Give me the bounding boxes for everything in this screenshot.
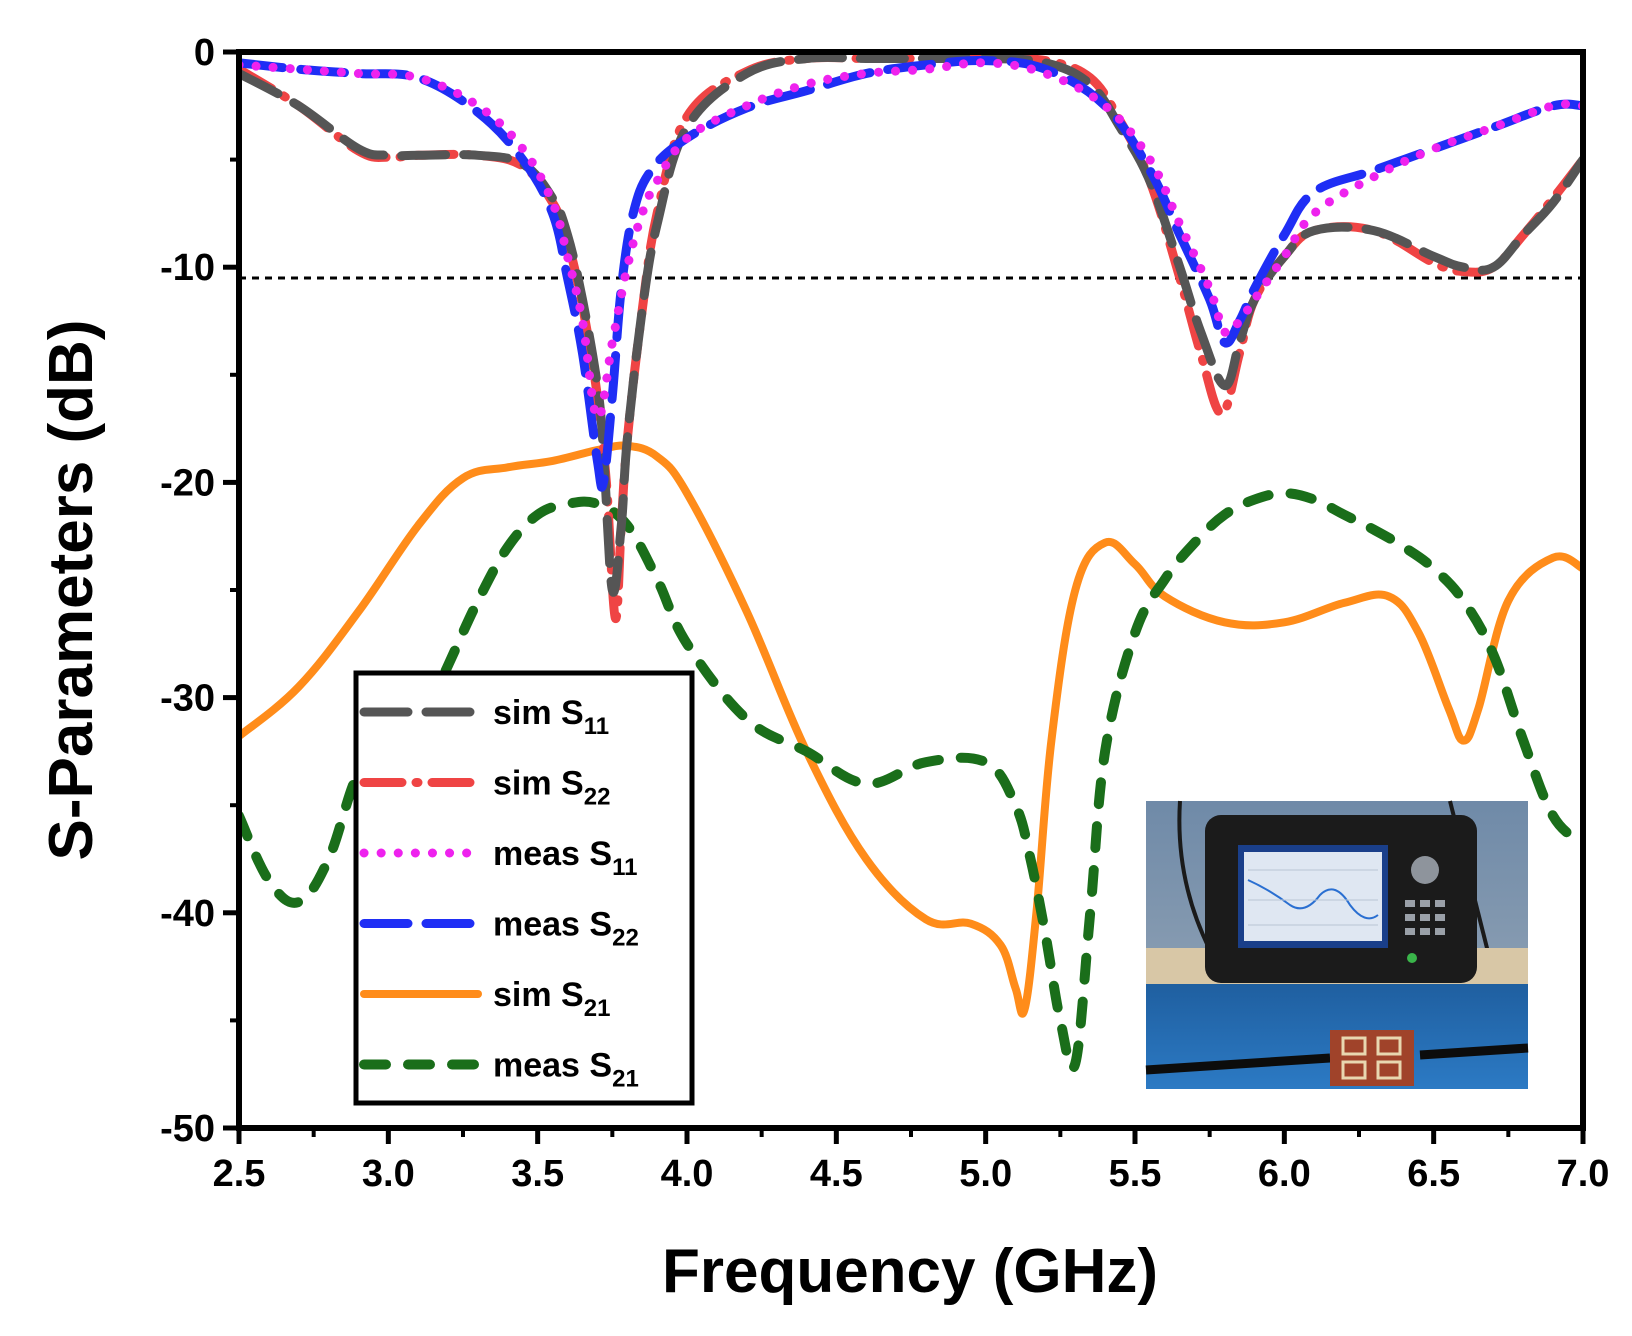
x-tick-label: 5.5 — [1109, 1153, 1162, 1195]
x-tick-label: 5.0 — [959, 1153, 1012, 1195]
x-tick-label: 4.5 — [810, 1153, 863, 1195]
y-tick-label: -10 — [160, 247, 215, 289]
inset-photo — [1145, 800, 1529, 1089]
y-tick-label: -30 — [160, 678, 215, 720]
series-line-sim-s21 — [239, 441, 1583, 1018]
x-axis-title: Frequency (GHz) — [662, 1237, 1158, 1306]
legend-label: sim S11 — [493, 694, 609, 740]
x-tick-label: 6.5 — [1407, 1153, 1460, 1195]
x-tick-label: 6.0 — [1258, 1153, 1311, 1195]
legend-label: sim S21 — [493, 976, 610, 1022]
legend-label: meas S21 — [493, 1047, 639, 1093]
y-tick-label: 0 — [194, 32, 215, 74]
series-line-sim-s11 — [239, 52, 1583, 597]
legend-label: meas S22 — [493, 906, 639, 952]
x-tick-label: 4.0 — [661, 1153, 714, 1195]
series-layer — [239, 52, 1583, 1074]
x-tick-label: 3.5 — [511, 1153, 564, 1195]
tick-layer: 2.5 3.0 3.5 4.0 4.5 5.0 5.5 6.0 6.5 7.0 0 -10 -20 -30… — [160, 32, 1609, 1195]
series-line-meas-s22 — [239, 55, 1583, 492]
x-tick-label: 2.5 — [213, 1153, 266, 1195]
x-tick-label: 3.0 — [362, 1153, 415, 1195]
y-tick-label: -50 — [160, 1108, 215, 1150]
y-tick-label: -20 — [160, 462, 215, 504]
y-axis-title: S-Parameters (dB) — [37, 320, 106, 861]
legend: sim S11 sim S22 meas S11 meas S22 sim S21 mea… — [353, 670, 695, 1106]
series-line-meas-s11 — [239, 58, 1583, 423]
legend-label: meas S11 — [493, 835, 637, 881]
y-tick-label: -40 — [160, 893, 215, 935]
series-line-meas-s21 — [239, 488, 1583, 1074]
x-tick-label: 7.0 — [1557, 1153, 1610, 1195]
legend-label: sim S22 — [493, 765, 610, 811]
